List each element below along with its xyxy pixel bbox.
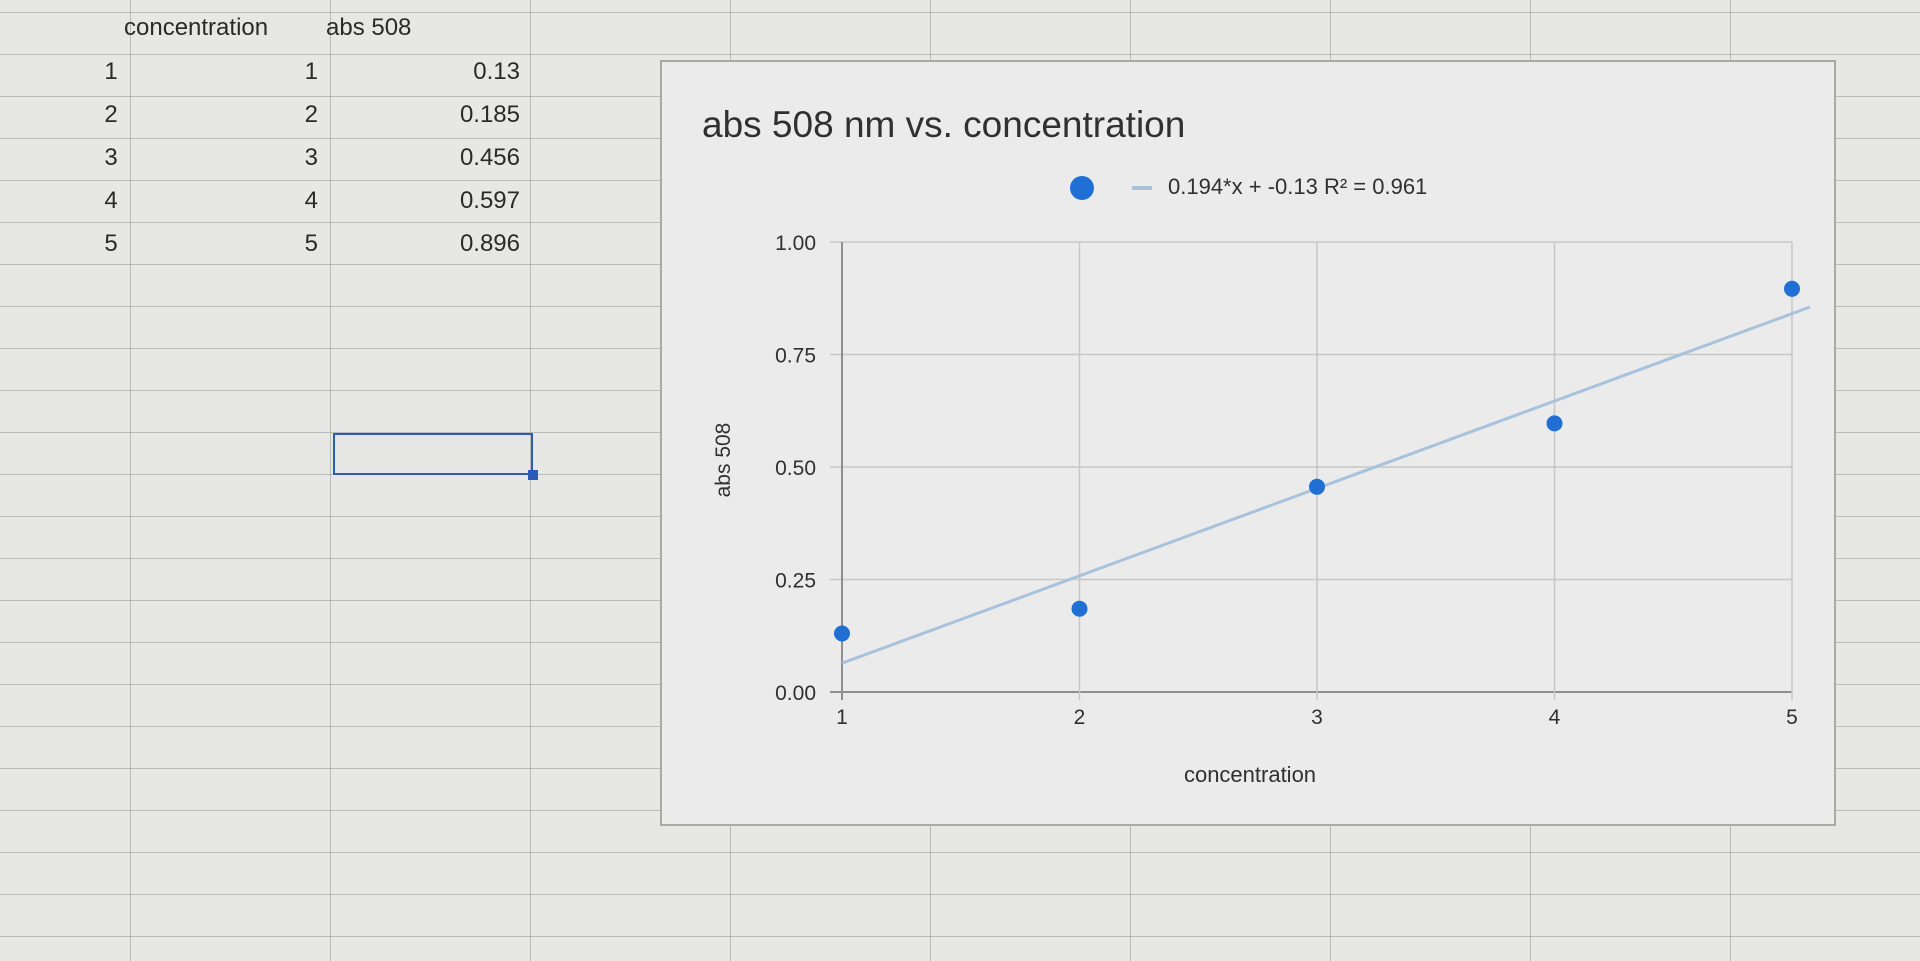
y-tick-label: 0.75 (775, 345, 816, 368)
trendline (841, 305, 1811, 665)
y-tick-label: 0.25 (775, 570, 816, 593)
data-point (834, 625, 850, 642)
abs-cell[interactable]: 0.185 (459, 101, 520, 128)
abs-cell[interactable]: 0.13 (473, 58, 520, 85)
y-tick-label: 0.50 (775, 457, 816, 480)
x-axis-label: concentration (1183, 762, 1317, 787)
abs-cell[interactable]: 0.597 (459, 187, 520, 214)
abs-cell[interactable]: 0.896 (459, 230, 520, 257)
y-axis-label: abs 508 (712, 422, 735, 498)
row-number[interactable]: 3 (104, 144, 118, 171)
chart-title: abs 508 nm vs. concentration (702, 104, 1186, 145)
x-tick-label: 2 (1074, 706, 1086, 729)
concentration-cell[interactable]: 2 (304, 101, 318, 128)
row-number[interactable]: 2 (104, 101, 118, 128)
y-tick-label: 0.00 (775, 682, 816, 705)
legend-point-marker (1070, 176, 1094, 200)
data-point (1784, 280, 1800, 297)
concentration-cell[interactable]: 5 (304, 230, 318, 257)
column-header-abs-508[interactable]: abs 508 (326, 14, 412, 41)
y-tick-label: 1.00 (775, 232, 816, 255)
concentration-cell[interactable]: 3 (304, 144, 318, 171)
legend-trendline-equation: 0.194*x + -0.13 R² = 0.961 (1168, 174, 1428, 199)
x-tick-label: 1 (836, 706, 848, 729)
column-header-concentration[interactable]: concentration (124, 14, 269, 41)
concentration-cell[interactable]: 4 (304, 187, 318, 214)
row-number[interactable]: 4 (104, 187, 118, 214)
data-point (1309, 478, 1325, 495)
fill-handle[interactable] (528, 470, 538, 480)
concentration-cell[interactable]: 1 (304, 58, 318, 85)
row-number[interactable]: 1 (104, 58, 118, 85)
data-point (1071, 600, 1088, 617)
plot-area: 0.00 0.25 0.50 0.75 1.00 1 2 3 4 5 (775, 232, 1811, 729)
legend-trendline-marker (1132, 186, 1152, 190)
x-tick-label: 3 (1311, 706, 1323, 729)
row-number[interactable]: 5 (104, 230, 118, 257)
selected-cell[interactable] (333, 433, 533, 475)
x-tick-label: 4 (1549, 706, 1561, 729)
x-tick-label: 5 (1786, 706, 1798, 729)
abs-cell[interactable]: 0.456 (459, 144, 520, 171)
chart[interactable]: abs 508 nm vs. concentration 0.194*x + -… (660, 60, 1836, 826)
data-point (1546, 415, 1563, 432)
